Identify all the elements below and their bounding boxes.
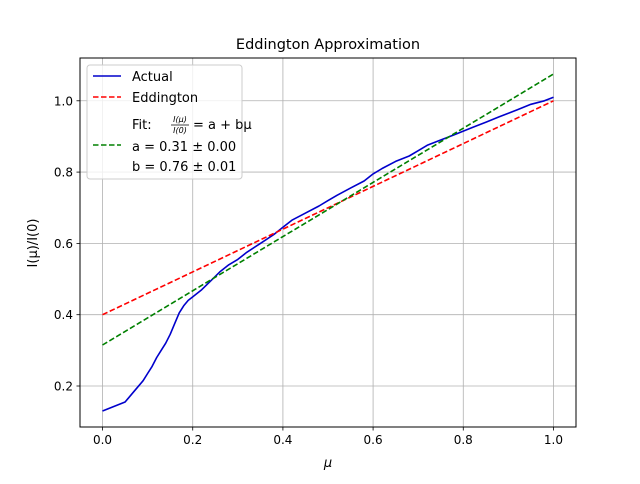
ticks: 0.0 0.2 0.4 0.6 0.8 1.0 0.2 0.4 0.6 0.8 1.0 (54, 94, 563, 447)
x-tick-label: 0.0 (93, 433, 112, 447)
y-tick-label: 0.8 (54, 166, 73, 180)
x-tick-label: 0.6 (364, 433, 383, 447)
x-tick-label: 1.0 (544, 433, 563, 447)
plot-frame (79, 57, 577, 428)
legend-fit-fraction-numerator: I(μ) (173, 115, 187, 124)
x-axis-label: μ (323, 456, 332, 471)
y-tick-label: 0.6 (54, 237, 73, 251)
legend-label-eddington: Eddington (132, 91, 198, 106)
grid (80, 58, 576, 427)
legend-fit-a: a = 0.31 ± 0.00 (132, 140, 236, 155)
series-layer (102, 73, 554, 412)
legend-fit-fraction-denominator: I(0) (173, 126, 187, 135)
y-tick-label: 0.2 (54, 380, 73, 394)
series-line-eddington (102, 100, 554, 316)
y-tick-label: 1.0 (54, 94, 73, 108)
y-tick-label: 0.4 (54, 308, 73, 322)
y-axis-label: I(μ)/I(0) (26, 219, 41, 268)
series-line-actual (102, 96, 554, 412)
chart-title: Eddington Approximation (236, 37, 420, 53)
legend-box (86, 64, 243, 180)
legend-fit-b: b = 0.76 ± 0.01 (132, 160, 236, 175)
legend-label-fit-prefix: Fit: (132, 118, 152, 133)
x-tick-label: 0.4 (273, 433, 292, 447)
x-tick-label: 0.8 (454, 433, 473, 447)
legend: Actual Eddington Fit: I(μ) I(0) = a + bμ… (86, 64, 252, 180)
x-tick-label: 0.2 (183, 433, 202, 447)
legend-label-actual: Actual (132, 70, 173, 85)
legend-fit-formula: = a + bμ (193, 118, 252, 133)
